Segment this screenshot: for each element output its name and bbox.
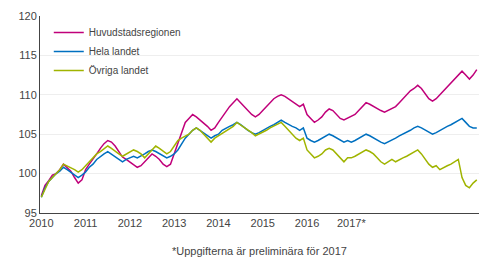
svg-text:120: 120 [18, 10, 36, 22]
svg-text:115: 115 [19, 49, 37, 61]
svg-text:2012: 2012 [118, 217, 142, 229]
svg-text:2010: 2010 [29, 217, 53, 229]
svg-text:Övriga landet: Övriga landet [89, 65, 149, 76]
svg-text:2017*: 2017* [337, 217, 366, 229]
svg-text:110: 110 [19, 89, 37, 101]
svg-text:Hela landet: Hela landet [89, 46, 140, 57]
svg-text:2011: 2011 [74, 217, 98, 229]
svg-text:2016: 2016 [295, 217, 319, 229]
svg-text:Huvudstadsregionen: Huvudstadsregionen [89, 27, 181, 38]
svg-text:100: 100 [18, 167, 36, 179]
svg-text:2013: 2013 [162, 217, 186, 229]
svg-text:95: 95 [25, 207, 37, 219]
svg-text:2014: 2014 [206, 217, 230, 229]
svg-text:*Uppgifterna är preliminära fö: *Uppgifterna är preliminära för 2017 [172, 245, 347, 257]
svg-text:2015: 2015 [251, 217, 275, 229]
svg-text:105: 105 [18, 128, 36, 140]
